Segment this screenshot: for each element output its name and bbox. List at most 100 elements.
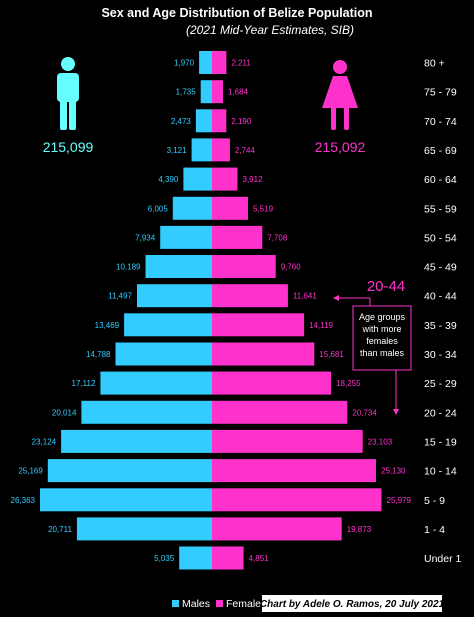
female-bar-5-9 [212, 488, 382, 512]
male-value-label: 14,788 [86, 350, 111, 359]
male-bar-under-1 [179, 546, 212, 570]
female-bar-25-29 [212, 371, 332, 395]
male-value-label: 6,005 [148, 204, 169, 213]
female-value-label: 2,190 [231, 117, 252, 126]
age-group-label: 35 - 39 [424, 320, 457, 332]
chart-subtitle: (2021 Mid-Year Estimates, SIB) [186, 23, 354, 37]
female-value-label: 25,130 [381, 467, 406, 476]
female-bar-1-4 [212, 517, 342, 541]
male-value-label: 23,124 [32, 437, 57, 446]
female-bar-55-59 [212, 196, 248, 220]
age-group-label: 25 - 29 [424, 378, 457, 390]
female-value-label: 20,734 [352, 408, 377, 417]
annotation-line-1: Age groups [359, 312, 406, 322]
age-group-label: Under 1 [424, 553, 462, 565]
male-bar-35-39 [124, 313, 212, 337]
male-total: 215,099 [43, 139, 94, 155]
female-value-label: 2,744 [235, 146, 256, 155]
female-value-label: 11,641 [293, 292, 317, 301]
male-bar-60-64 [183, 167, 212, 191]
male-value-label: 3,121 [167, 146, 188, 155]
credit-box [262, 595, 442, 612]
female-value-label: 18,255 [336, 379, 361, 388]
annotation-box [352, 305, 412, 371]
female-value-label: 9,760 [281, 263, 302, 272]
female-bar-20-24 [212, 400, 348, 424]
male-value-label: 26,363 [11, 496, 36, 505]
annotation-line-3: females [366, 336, 398, 346]
male-bar-70-74 [195, 109, 212, 133]
age-group-label: 55 - 59 [424, 203, 457, 215]
female-value-label: 5,519 [253, 204, 274, 213]
female-value-label: 4,851 [249, 554, 270, 563]
female-bar-50-54 [212, 225, 263, 249]
female-figure-icon [322, 60, 358, 130]
age-group-label: 10 - 14 [424, 466, 457, 478]
female-value-label: 3,912 [243, 175, 264, 184]
male-bar-55-59 [172, 196, 212, 220]
age-group-label: 70 - 74 [424, 116, 457, 128]
female-bar-10-14 [212, 459, 376, 483]
female-value-label: 19,873 [347, 525, 372, 534]
credit-text: Chart by Adele O. Ramos, 20 July 2021 [260, 599, 445, 610]
age-group-label: 50 - 54 [424, 232, 457, 244]
legend-label-female: Female [226, 598, 261, 610]
age-group-label: 75 - 79 [424, 87, 457, 99]
female-value-label: 25,979 [387, 496, 412, 505]
female-value-label: 15,681 [319, 350, 344, 359]
male-value-label: 13,469 [95, 321, 120, 330]
female-bar-60-64 [212, 167, 238, 191]
female-bar-65-69 [212, 138, 230, 162]
male-bar-50-54 [160, 225, 212, 249]
male-value-label: 2,473 [171, 117, 192, 126]
male-bar-80 [199, 51, 212, 74]
annotation-arrow-up-head [333, 295, 339, 301]
male-value-label: 7,934 [135, 233, 156, 242]
male-bar-40-44 [137, 284, 212, 308]
legend-swatch-males [172, 600, 179, 607]
male-bar-30-34 [115, 342, 212, 366]
female-bar-40-44 [212, 284, 288, 308]
age-group-label: 5 - 9 [424, 495, 445, 507]
female-value-label: 1,684 [228, 88, 249, 97]
female-bar-15-19 [212, 429, 363, 453]
male-bar-25-29 [100, 371, 212, 395]
annotation-callout: 20-44 Age groups with more females than … [333, 278, 412, 415]
female-bar-35-39 [212, 313, 305, 337]
age-group-label: 40 - 44 [424, 291, 457, 303]
female-bar-30-34 [212, 342, 315, 366]
male-value-label: 17,112 [72, 379, 96, 388]
male-value-label: 11,497 [108, 292, 132, 301]
male-bar-5-9 [40, 488, 212, 512]
female-bar-under-1 [212, 546, 244, 570]
age-group-label: 20 - 24 [424, 407, 457, 419]
male-value-label: 4,390 [158, 175, 179, 184]
annotation-arrow-down-head [393, 409, 399, 415]
female-total: 215,092 [315, 139, 366, 155]
male-value-label: 1,735 [176, 88, 197, 97]
bars-group: 1,970 2,211 80 + 1,735 1,684 75 - 79 2,473 2,19… [11, 51, 462, 570]
annotation-range: 20-44 [367, 278, 405, 295]
age-group-label: 60 - 64 [424, 174, 457, 186]
female-value-label: 14,119 [309, 321, 333, 330]
female-value-label: 7,708 [267, 233, 288, 242]
male-value-label: 1,970 [174, 59, 195, 68]
male-bar-20-24 [81, 400, 213, 424]
age-group-label: 30 - 34 [424, 349, 457, 361]
male-bar-15-19 [61, 429, 212, 453]
age-group-label: 45 - 49 [424, 262, 457, 274]
age-group-label: 1 - 4 [424, 524, 445, 536]
age-group-label: 65 - 69 [424, 145, 457, 157]
legend-swatch-female [216, 600, 223, 607]
chart-title: Sex and Age Distribution of Belize Popul… [101, 6, 372, 20]
female-value-label: 2,211 [231, 59, 251, 68]
legend-label-males: Males [182, 598, 210, 610]
male-bar-75-79 [200, 80, 212, 104]
female-bar-45-49 [212, 255, 276, 278]
age-group-label: 15 - 19 [424, 436, 457, 448]
male-bar-45-49 [145, 255, 212, 278]
male-bar-1-4 [76, 517, 213, 541]
male-figure-icon [57, 57, 79, 130]
male-bar-10-14 [47, 459, 212, 483]
